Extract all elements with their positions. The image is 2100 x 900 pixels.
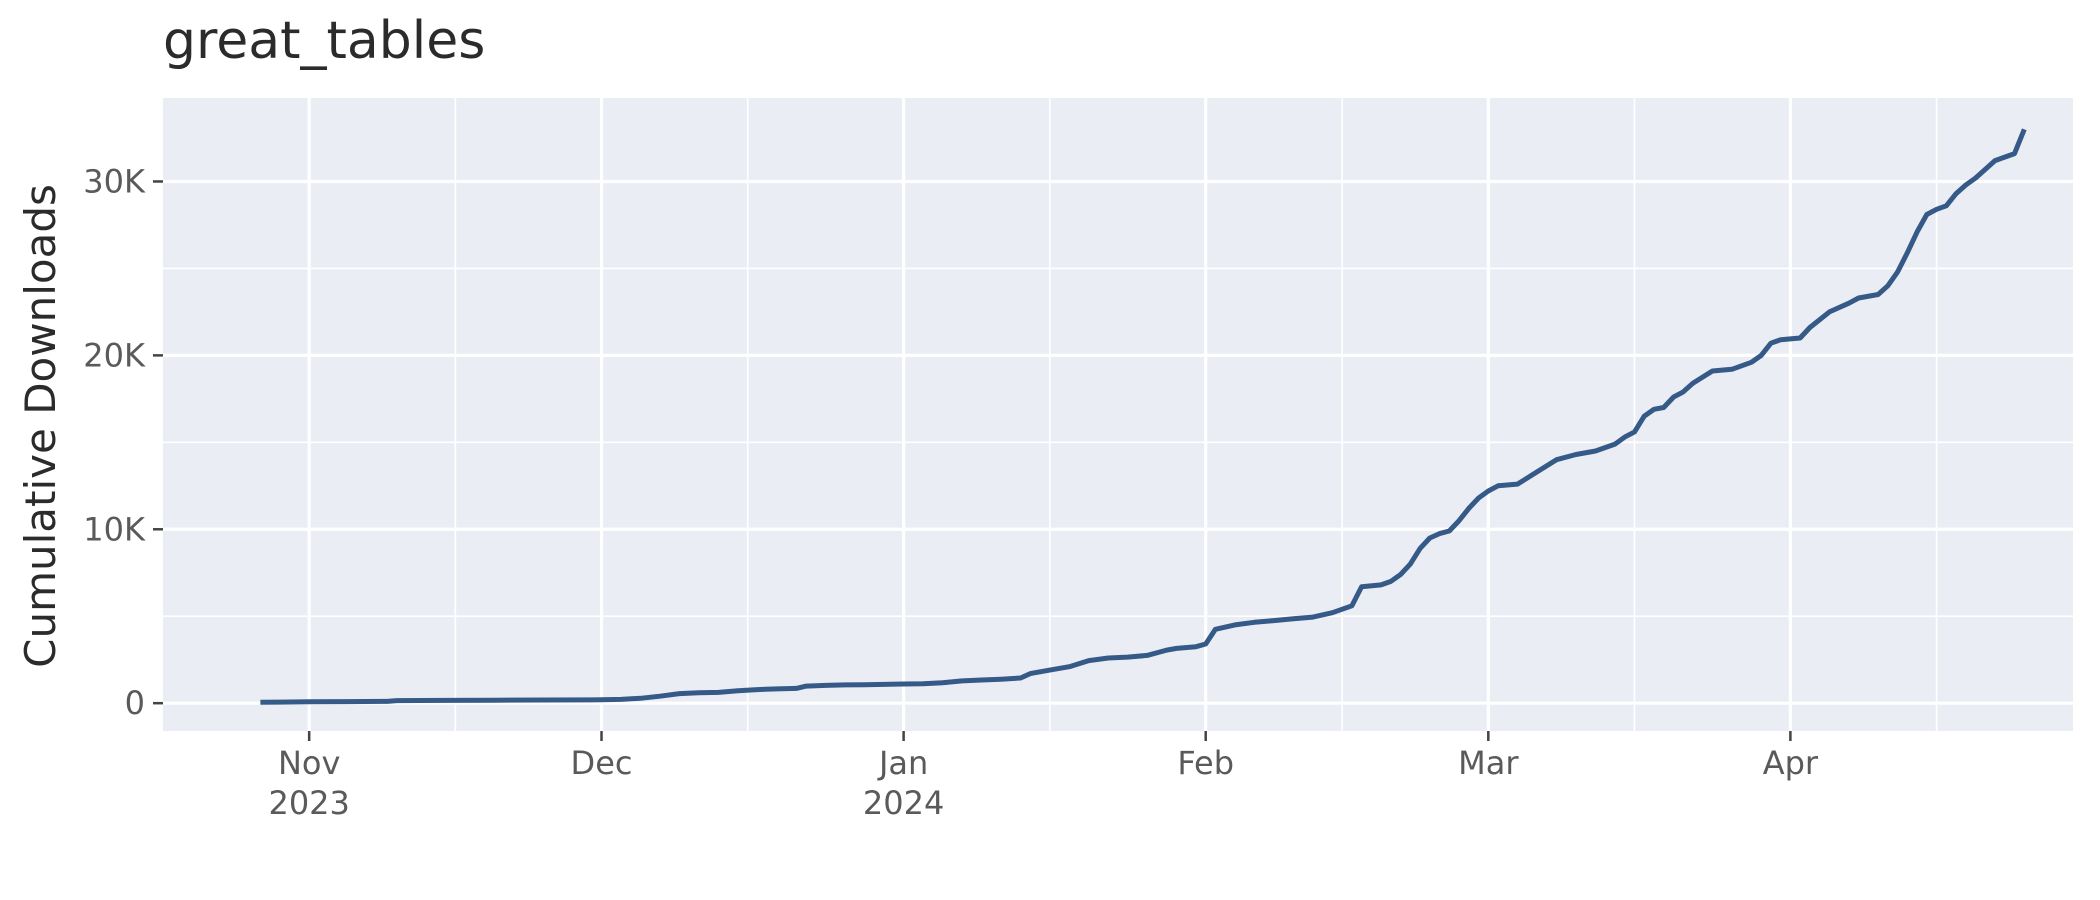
x-tick-label: Mar: [1458, 744, 1519, 782]
minor-gridlines: [163, 98, 2073, 731]
x-tick-label: Nov: [278, 744, 340, 782]
x-tick-year-label: 2023: [268, 784, 349, 822]
series-line: [260, 128, 2027, 705]
chart-title: great_tables: [163, 11, 485, 71]
y-tick-label: 0: [125, 684, 145, 722]
y-axis-title: Cumulative Downloads: [16, 184, 65, 668]
y-axis: 0 10K 20K 30K: [83, 162, 163, 722]
x-tick-label: Apr: [1763, 744, 1819, 782]
x-tick-year-label: 2024: [863, 784, 944, 822]
y-tick-label: 20K: [83, 336, 146, 374]
x-tick-label: Dec: [571, 744, 633, 782]
y-tick-label: 10K: [83, 510, 146, 548]
y-tick-label: 30K: [83, 162, 146, 200]
major-gridlines: [163, 98, 2073, 731]
plot-panel: [163, 98, 2073, 731]
series-layer: [260, 128, 2027, 705]
x-tick-label: Feb: [1177, 744, 1234, 782]
x-tick-label: Jan: [877, 744, 928, 782]
